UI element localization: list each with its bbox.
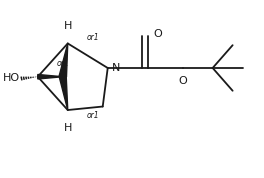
Text: or1: or1: [87, 33, 99, 42]
Text: O: O: [153, 29, 162, 39]
Polygon shape: [59, 43, 68, 77]
Text: or1: or1: [87, 111, 99, 120]
Text: HO: HO: [3, 74, 20, 83]
Polygon shape: [59, 77, 68, 110]
Polygon shape: [38, 74, 63, 79]
Text: H: H: [64, 122, 72, 133]
Text: N: N: [112, 63, 121, 73]
Text: or1: or1: [56, 59, 69, 68]
Text: O: O: [178, 76, 187, 86]
Text: H: H: [64, 21, 72, 31]
